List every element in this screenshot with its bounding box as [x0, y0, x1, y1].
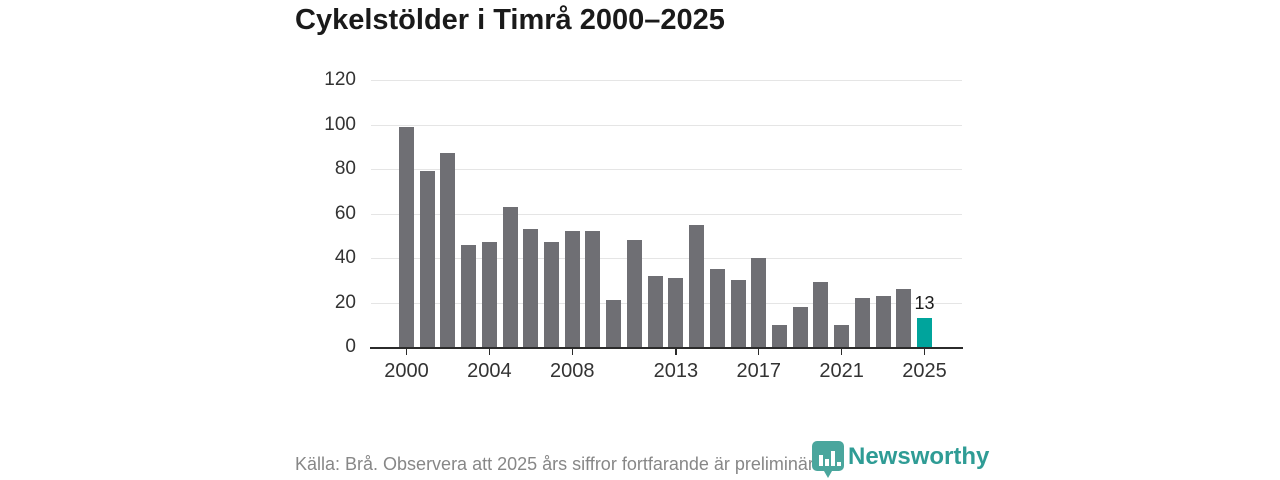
bar-2014 — [689, 224, 705, 347]
x-tick-2008 — [571, 348, 573, 355]
bar-2007 — [544, 242, 560, 347]
gridline-y-120 — [371, 80, 962, 81]
bar-2013 — [668, 278, 684, 347]
bar-2021 — [834, 324, 850, 347]
bar-2022 — [854, 298, 870, 347]
x-axis-line — [370, 346, 963, 349]
bar-2024 — [896, 289, 912, 347]
bar-2002 — [440, 153, 456, 347]
x-tick-label-2008: 2008 — [550, 360, 595, 382]
gridline-y-40 — [371, 258, 962, 259]
y-tick-label-100: 100 — [324, 113, 356, 135]
newsworthy-shield-bar-chart-icon — [812, 441, 844, 478]
gridline-y-100 — [371, 124, 962, 126]
bar-2010 — [606, 300, 622, 347]
bar-2012 — [647, 275, 663, 347]
y-tick-label-40: 40 — [334, 247, 356, 268]
y-axis-labels: 0 20 40 60 80 100 120 — [288, 69, 356, 357]
bar-2008 — [564, 231, 580, 347]
bar-2025 — [917, 318, 932, 347]
bar-2001 — [419, 171, 435, 347]
x-tick-label-2025: 2025 — [902, 360, 947, 382]
bar-2000 — [399, 126, 414, 347]
plot-area: 13 2000 2004 2008 2013 2017 2021 2025 — [370, 80, 963, 382]
bar-value-label: 13 — [914, 293, 935, 314]
x-tick-2021 — [840, 348, 843, 355]
bar-2006 — [523, 229, 539, 347]
bar-2019 — [792, 306, 808, 347]
gridline-y-20 — [371, 302, 962, 304]
bar-2009 — [585, 231, 601, 347]
y-tick-label-20: 20 — [334, 291, 356, 313]
bar-2011 — [626, 240, 642, 347]
bar-2017 — [751, 258, 767, 347]
x-tick-2025 — [923, 348, 926, 355]
bar-2018 — [771, 324, 787, 347]
bar-2016 — [730, 280, 746, 347]
x-tick-label-2017: 2017 — [736, 360, 781, 382]
y-tick-label-120: 120 — [324, 69, 356, 90]
bar-2020 — [813, 282, 829, 347]
bar-2004 — [481, 242, 497, 347]
x-tick-label-2004: 2004 — [467, 360, 512, 382]
chart-title: Cykelstölder i Timrå 2000–2025 — [295, 4, 725, 36]
bar-2003 — [461, 244, 477, 347]
x-tick-2004 — [488, 348, 491, 355]
gridline-y-60 — [371, 213, 962, 215]
y-tick-label-80: 80 — [334, 158, 356, 179]
x-tick-label-2021: 2021 — [819, 360, 864, 382]
x-tick-label-2013: 2013 — [653, 360, 699, 382]
newsworthy-wordmark: Newsworthy — [848, 443, 990, 470]
bar-2005 — [502, 206, 518, 347]
source-note: Källa: Brå. Observera att 2025 års siffr… — [295, 454, 829, 474]
newsworthy-logo: Newsworthy — [811, 440, 989, 480]
x-tick-2000 — [405, 348, 408, 355]
x-tick-2017 — [757, 348, 760, 355]
x-tick-label-2000: 2000 — [384, 360, 429, 382]
bar-2015 — [709, 269, 725, 347]
y-tick-label-0: 0 — [345, 336, 356, 357]
x-tick-2013 — [675, 348, 677, 355]
y-tick-label-60: 60 — [334, 202, 356, 224]
gridline-y-80 — [371, 169, 962, 170]
bar-2023 — [875, 295, 891, 347]
